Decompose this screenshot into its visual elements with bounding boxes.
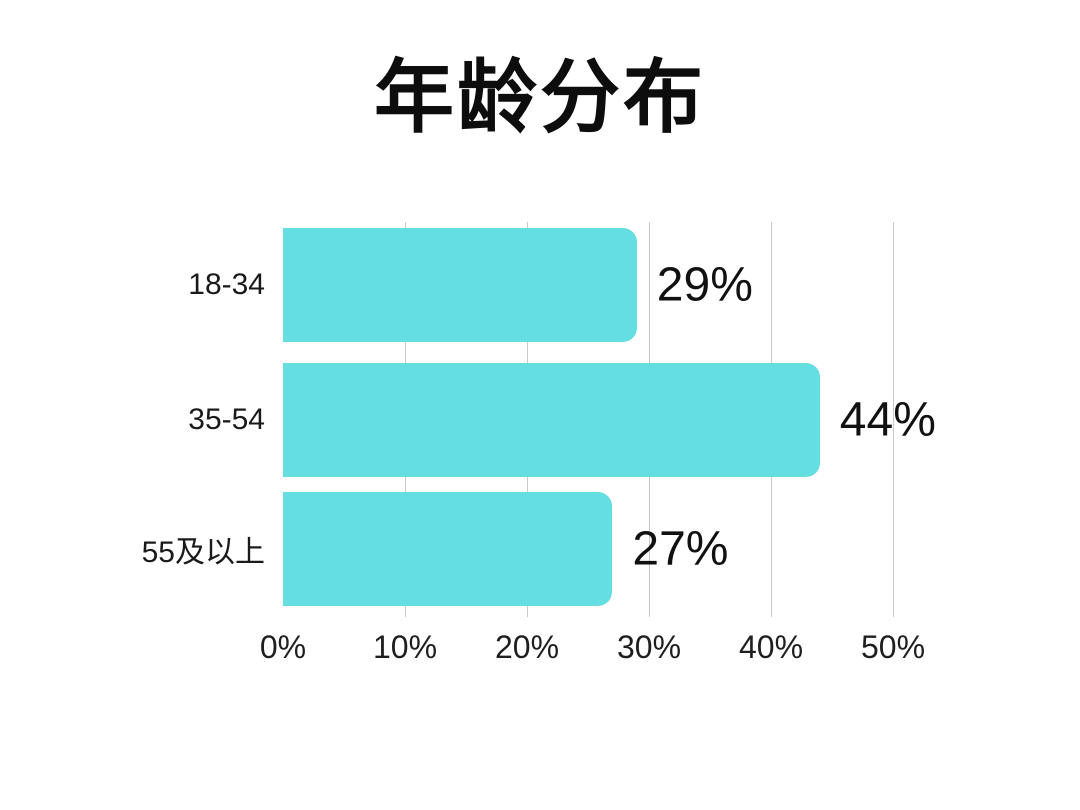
x-tick-label: 50% <box>860 629 926 665</box>
x-tick-label: 40% <box>738 629 804 665</box>
bar-18-34 <box>283 228 637 342</box>
x-tick-label: 10% <box>372 629 438 665</box>
gridline-50% <box>892 222 894 617</box>
bar-35-54 <box>283 363 820 477</box>
category-label: 35-54 <box>188 403 265 436</box>
chart-title: 年龄分布 <box>374 53 706 142</box>
x-tick-label: 20% <box>494 629 560 665</box>
bar-55及以上 <box>283 492 613 606</box>
x-tick-label: 0% <box>259 629 307 665</box>
bar-value-label: 29% <box>656 258 753 312</box>
bar-value-label: 44% <box>839 393 936 447</box>
category-label: 55及以上 <box>141 536 265 569</box>
bar-value-label: 27% <box>632 522 729 576</box>
x-tick-label: 30% <box>616 629 682 665</box>
category-label: 18-34 <box>188 268 265 301</box>
